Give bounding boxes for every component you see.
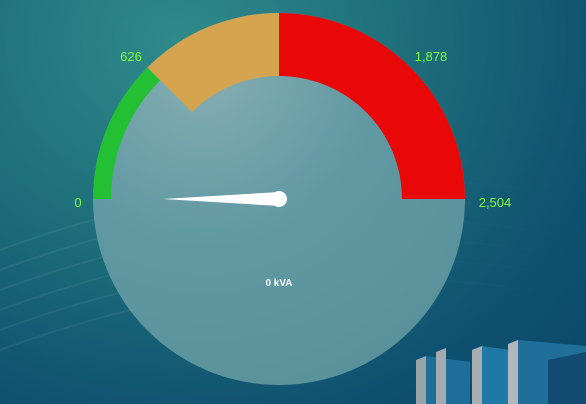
gauge-needle	[163, 192, 279, 206]
tick-label-max: 2,504	[479, 195, 512, 210]
tick-label-1878: 1,878	[415, 49, 448, 64]
gauge-band-1	[147, 13, 279, 113]
gauge-band-2	[279, 13, 465, 199]
tick-label-626: 626	[120, 49, 142, 64]
gauge-needle-hub	[271, 191, 287, 207]
gauge-value-readout: 0 kVA	[265, 278, 292, 289]
gauge-band-0	[93, 67, 161, 199]
tick-label-min: 0	[74, 195, 81, 210]
